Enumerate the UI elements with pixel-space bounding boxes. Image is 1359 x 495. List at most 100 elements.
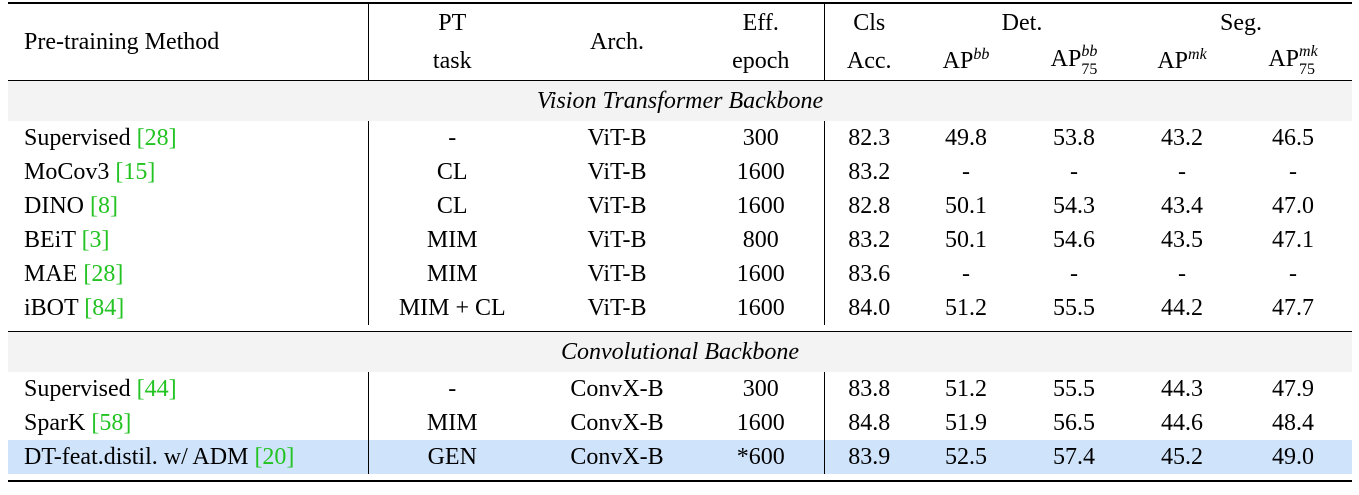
apbb75-cell: 57.4 — [1018, 440, 1130, 474]
header-ap-bb: APbb — [914, 42, 1018, 81]
apbb-cell: 50.1 — [945, 193, 987, 219]
apmk75-cell: 48.4 — [1272, 410, 1314, 436]
citation-link[interactable]: [28] — [83, 261, 124, 287]
table-row: DINO [8] CL ViT-B 1600 82.8 50.1 54.3 43… — [8, 189, 1352, 223]
method-cell: MAE [28] — [8, 257, 369, 291]
method-name: Supervised — [24, 125, 131, 151]
method-cell: Supervised [28] — [8, 121, 369, 155]
epoch-cell: 800 — [698, 223, 825, 257]
method-cell: DT-feat.distil. w/ ADM [20] — [8, 440, 369, 474]
apbb75-cell: 54.6 — [1053, 227, 1095, 253]
ap-label: AP — [1157, 48, 1189, 74]
ap-bb-sup: bb — [973, 46, 990, 63]
method-name: iBOT — [24, 295, 79, 321]
apbb-cell: - — [962, 159, 970, 185]
header-pt-task-1: PT — [438, 10, 467, 36]
apmk75-cell: 47.7 — [1272, 295, 1314, 321]
citation-link[interactable]: [20] — [254, 444, 295, 470]
task-cell: MIM — [426, 410, 478, 436]
arch-cell: ViT-B — [587, 261, 647, 287]
task-cell: GEN — [368, 440, 536, 474]
method-name: SparK — [24, 410, 86, 436]
ap-label: AP — [1050, 46, 1082, 73]
citation-link[interactable]: [3] — [81, 227, 110, 253]
cls-cell: 82.8 — [848, 193, 891, 219]
citation-link[interactable]: [28] — [136, 125, 177, 151]
header-ap-mk-75: AP mk 75 — [1234, 42, 1352, 81]
apbb75-cell: - — [1070, 159, 1078, 185]
apbb-cell: 51.9 — [945, 410, 987, 436]
ap-mk75-sub: 75 — [1299, 61, 1316, 78]
apmk75-cell: 46.5 — [1272, 125, 1314, 151]
apmk75-cell: 49.0 — [1234, 440, 1352, 474]
cls-cell: 82.3 — [848, 125, 891, 151]
ap-label: AP — [1268, 46, 1300, 73]
table-row: iBOT [84] MIM + CL ViT-B 1600 84.0 51.2 … — [8, 291, 1352, 325]
ap-mk75-sup: mk — [1299, 43, 1318, 61]
cls-cell: 84.0 — [848, 295, 891, 321]
header-seg-group: Seg. — [1220, 10, 1262, 36]
apbb75-cell: - — [1070, 261, 1078, 287]
ap-mk-sup: mk — [1188, 46, 1207, 63]
apbb75-cell: 55.5 — [1053, 295, 1095, 321]
apmk-cell: 44.6 — [1161, 410, 1203, 436]
table-row: MoCov3 [15] CL ViT-B 1600 83.2 - - - - — [8, 155, 1352, 189]
epoch-cell: 300 — [698, 372, 825, 406]
method-cell: iBOT [84] — [8, 291, 369, 325]
method-cell: SparK [58] — [8, 406, 369, 440]
citation-link[interactable]: [84] — [84, 295, 125, 321]
apmk-cell: - — [1178, 159, 1186, 185]
method-name: DINO — [24, 193, 84, 219]
apmk75-cell: - — [1289, 159, 1297, 185]
table-row: MAE [28] MIM ViT-B 1600 83.6 - - - - — [8, 257, 1352, 291]
epoch-cell: 1600 — [698, 257, 825, 291]
apbb-cell: 52.5 — [914, 440, 1018, 474]
cls-cell: 83.6 — [848, 261, 891, 287]
apmk-cell: 45.2 — [1130, 440, 1234, 474]
header-arch: Arch. — [590, 29, 644, 55]
method-name: MAE — [24, 261, 78, 287]
epoch-cell: 1600 — [698, 189, 825, 223]
task-cell: CL — [436, 193, 468, 219]
epoch-cell: 1600 — [698, 291, 825, 325]
apmk-cell: 43.2 — [1161, 125, 1203, 151]
task-cell: - — [448, 125, 457, 151]
apbb-cell: - — [962, 261, 970, 287]
task-cell: CL — [436, 159, 468, 185]
cls-cell: 83.8 — [848, 376, 891, 402]
citation-link[interactable]: [8] — [90, 193, 118, 219]
apbb-cell: 51.2 — [945, 376, 987, 402]
table-row: Supervised [28] - ViT-B 300 82.3 49.8 53… — [8, 121, 1352, 155]
apbb75-cell: 54.3 — [1053, 193, 1095, 219]
arch-cell: ViT-B — [587, 295, 647, 321]
task-cell: MIM + CL — [398, 295, 506, 321]
arch-cell: ViT-B — [587, 159, 647, 185]
citation-link[interactable]: [44] — [136, 376, 177, 402]
apmk75-cell: 47.0 — [1272, 193, 1314, 219]
epoch-cell: *600 — [698, 440, 825, 474]
cls-cell: 84.8 — [848, 410, 891, 436]
cls-cell: 83.2 — [848, 227, 891, 253]
table-row: BEiT [3] MIM ViT-B 800 83.2 50.1 54.6 43… — [8, 223, 1352, 257]
method-name: DT-feat.distil. w/ ADM — [24, 444, 249, 470]
citation-link[interactable]: [58] — [91, 410, 132, 436]
arch-cell: ConvX-B — [570, 410, 664, 436]
method-cell: Supervised [44] — [8, 372, 369, 406]
apmk75-cell: 47.1 — [1272, 227, 1314, 253]
apmk-cell: 44.3 — [1161, 376, 1203, 402]
section-title: Convolutional Backbone — [8, 332, 1352, 372]
method-name: Supervised — [24, 376, 131, 402]
arch-cell: ConvX-B — [536, 440, 698, 474]
header-row-1: Pre-training Method PT Arch. Eff. Cls De… — [8, 4, 1352, 81]
results-table: Pre-training Method PT Arch. Eff. Cls De… — [8, 2, 1352, 482]
arch-cell: ViT-B — [587, 125, 647, 151]
citation-link[interactable]: [15] — [115, 159, 156, 185]
apmk-cell: 44.2 — [1161, 295, 1203, 321]
table-row-highlighted: DT-feat.distil. w/ ADM [20] GEN ConvX-B … — [8, 440, 1352, 474]
apmk-cell: - — [1178, 261, 1186, 287]
header-cls-1: Cls — [853, 10, 886, 36]
header-ap-bb-75: AP bb 75 — [1018, 42, 1130, 81]
section-title: Vision Transformer Backbone — [8, 81, 1352, 121]
header-ap-mk: APmk — [1130, 42, 1234, 81]
